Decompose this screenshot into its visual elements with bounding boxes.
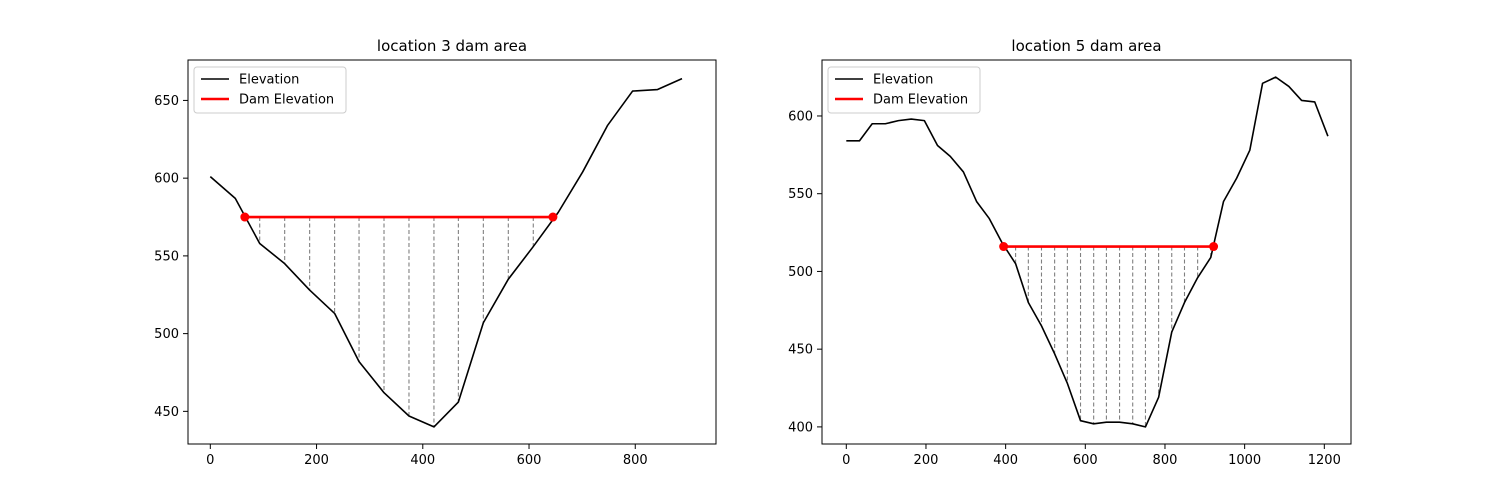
elevation-line [209,77,683,428]
y-tick-label: 500 [788,265,813,280]
x-tick-label: 800 [1153,453,1178,468]
legend-box [193,66,347,114]
x-tick-label: 200 [914,453,939,468]
y-tick-label: 500 [154,327,179,342]
legend-label: Elevation [239,73,299,88]
legend: Elevation Dam Elevation [827,66,981,114]
dam-endpoint-marker [240,212,250,222]
y-tick-label: 600 [788,109,813,124]
x-tick-label: 0 [206,453,214,468]
axes-frame [187,59,717,445]
y-tick-label: 650 [154,94,179,109]
legend-box [827,66,981,114]
y-tick-label: 600 [154,172,179,187]
chart-location-5: location 5 dam area 0 200 400 600 800 1000 1200… [788,37,1352,468]
legend: Elevation Dam Elevation [193,66,347,114]
x-tick-label: 400 [993,453,1018,468]
y-tick-label: 450 [154,405,179,420]
y-tick-label: 550 [788,187,813,202]
dam-endpoint-marker [548,212,558,222]
y-tick-label: 550 [154,249,179,264]
legend-label: Elevation [873,73,933,88]
x-tick-label: 1000 [1228,453,1261,468]
legend-label: Dam Elevation [239,93,334,108]
x-tick-label: 600 [1073,453,1098,468]
legend-label: Dam Elevation [873,93,968,108]
x-tick-label: 600 [517,453,542,468]
dam-endpoint-marker [999,242,1009,252]
x-tick-label: 200 [304,453,329,468]
chart-title: location 3 dam area [377,37,527,55]
y-tick-label: 450 [788,343,813,358]
x-tick-label: 400 [410,453,435,468]
x-tick-label: 800 [623,453,648,468]
x-tick-label: 1200 [1308,453,1341,468]
elevation-line [846,76,1329,428]
chart-location-3: location 3 dam area 0 200 400 600 800 450 500 55… [154,37,717,468]
dam-endpoint-marker [1209,242,1219,252]
x-tick-label: 0 [842,453,850,468]
axes-frame [821,59,1352,445]
y-tick-label: 400 [788,420,813,435]
chart-title: location 5 dam area [1011,37,1161,55]
